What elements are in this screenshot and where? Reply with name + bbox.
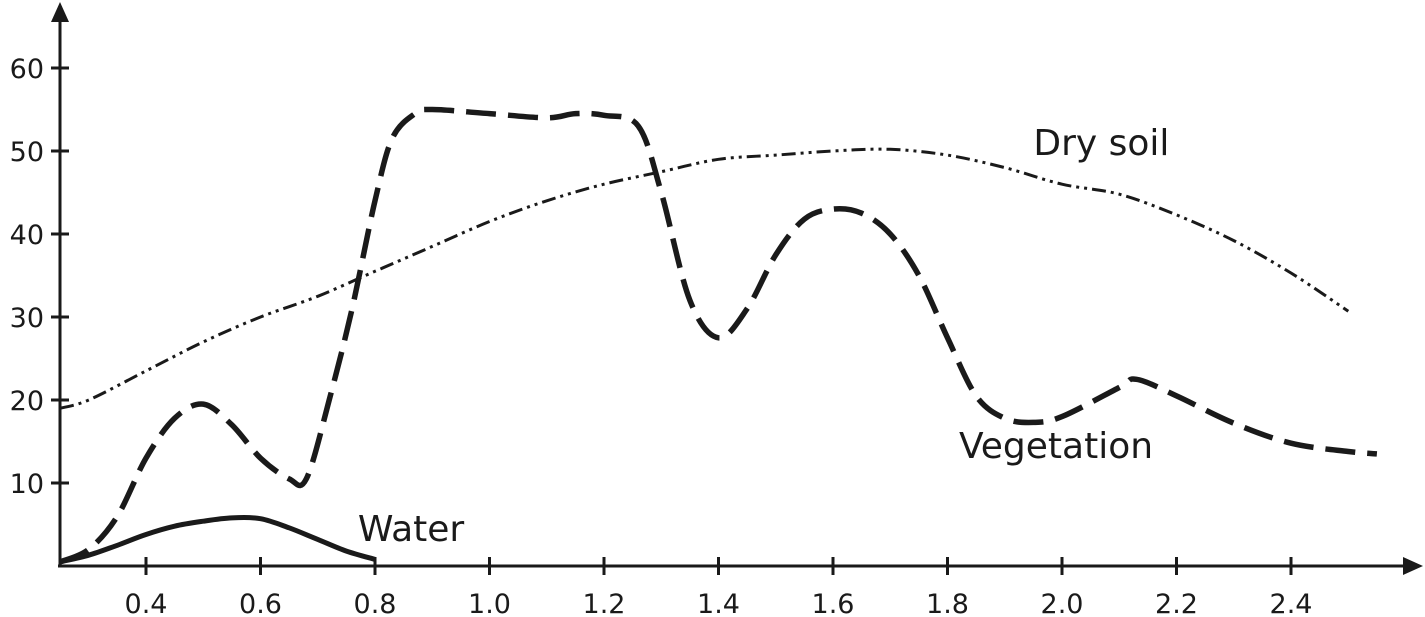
series-dry-soil-label: Dry soil [1033, 123, 1169, 164]
x-tick-label: 0.6 [239, 589, 282, 617]
x-tick-label: 1.2 [583, 589, 626, 617]
y-tick-label: 30 [10, 303, 44, 334]
x-tick-label: 1.6 [812, 589, 855, 617]
axes [51, 2, 1423, 575]
y-axis-arrow-icon [51, 2, 69, 22]
x-ticks: 0.4 0.6 0.8 1.0 1.2 1.4 1.6 1.8 2.0 2.2 2.4 [125, 557, 1313, 617]
x-tick-label: 0.8 [354, 589, 397, 617]
series-vegetation-label: Vegetation [959, 426, 1153, 467]
x-tick-label: 2.0 [1041, 589, 1084, 617]
x-tick-label: 0.4 [125, 589, 168, 617]
x-tick-label: 2.4 [1270, 589, 1313, 617]
x-tick-label: 2.2 [1155, 589, 1198, 617]
y-tick-label: 60 [10, 54, 44, 85]
series-water-label: Water [358, 509, 465, 550]
series-lines [58, 106, 1378, 565]
x-axis-arrow-icon [1403, 557, 1423, 575]
y-tick-label: 20 [10, 386, 44, 417]
y-tick-label: 40 [10, 220, 44, 251]
series-vegetation-line [58, 106, 1378, 565]
series-labels: Dry soil Vegetation Water [358, 123, 1170, 550]
series-dry-soil-line [59, 147, 1350, 410]
y-tick-label: 10 [10, 469, 44, 500]
series-water-line [59, 514, 376, 565]
y-ticks: 10 20 30 40 50 60 [10, 54, 69, 500]
x-tick-label: 1.8 [926, 589, 969, 617]
x-tick-label: 1.4 [697, 589, 740, 617]
x-tick-label: 1.0 [468, 589, 511, 617]
y-tick-label: 50 [10, 137, 44, 168]
